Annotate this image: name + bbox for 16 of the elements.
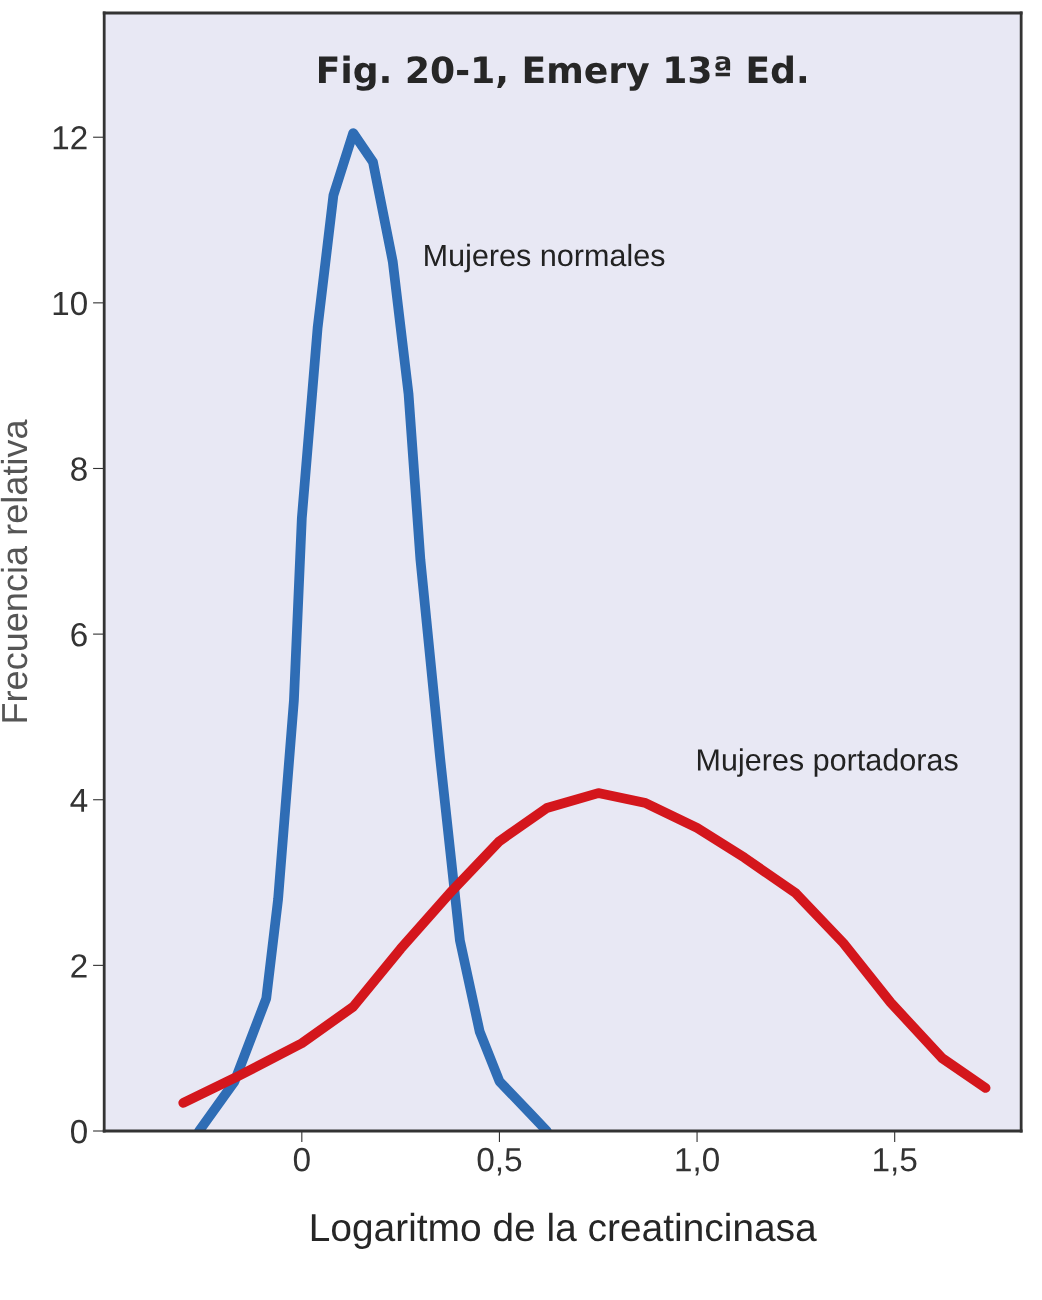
text: Fig. 20-1, Emery 13ª Ed. (319, 55, 806, 91)
y-tick-label: 12 (53, 126, 87, 150)
x-tick-label: 1,0 (676, 1147, 719, 1176)
series-label: Mujeres portadoras (697, 748, 958, 777)
y-tick-label: 10 (53, 291, 87, 316)
y-axis-title: Frecuencia relativa (0, 419, 28, 722)
x-tick-label: 0,5 (477, 1147, 522, 1176)
y-tick-label: 6 (71, 622, 87, 647)
y-tick-label: 4 (70, 788, 88, 812)
series-label: Mujeres normales (425, 243, 665, 273)
y-tick-label: 2 (71, 954, 87, 978)
x-tick-label: 1,5 (874, 1148, 917, 1176)
x-tick-label: 0 (293, 1147, 310, 1172)
x-axis-title: Logaritmo de la creatincinasa (311, 1212, 817, 1250)
y-tick-label: 8 (71, 457, 87, 481)
y-tick-label: 0 (70, 1119, 87, 1144)
